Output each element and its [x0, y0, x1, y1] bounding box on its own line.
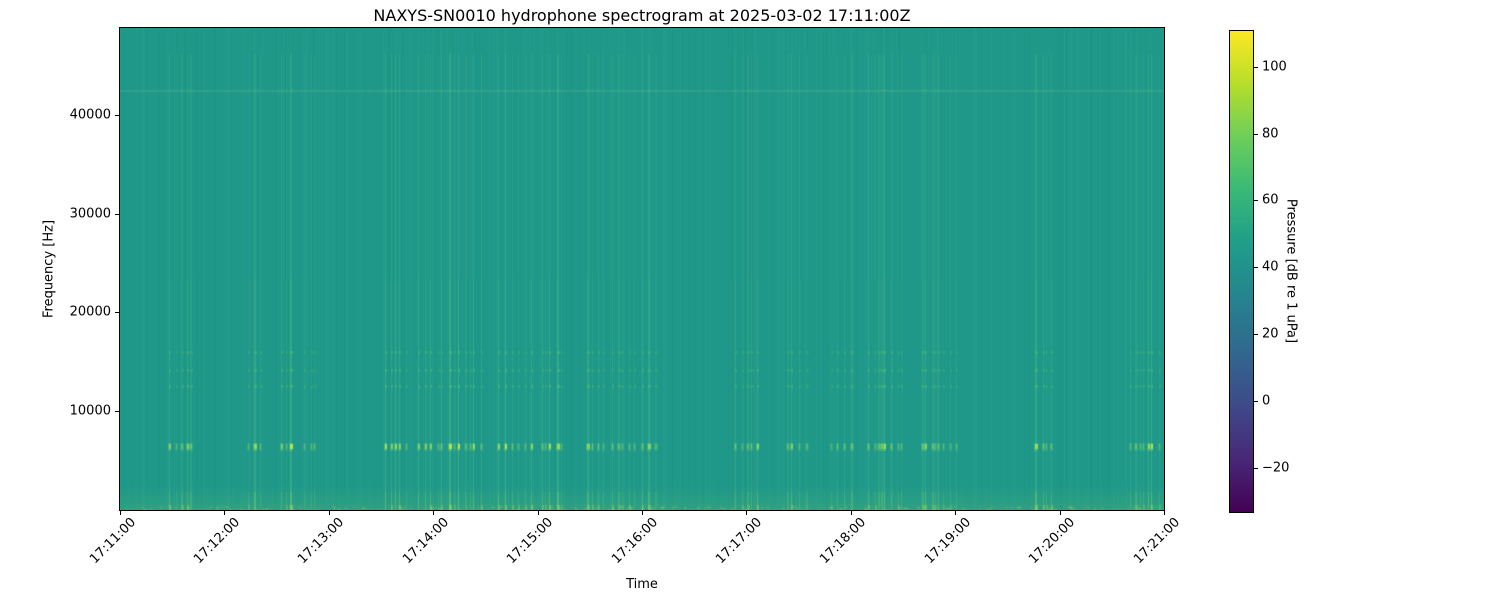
colorbar-tick-mark [1254, 334, 1258, 335]
x-tick-mark [432, 511, 434, 515]
x-tick-label: 17:14:00 [399, 515, 452, 567]
colorbar-label: Pressure [dB re 1 uPa] [1283, 198, 1299, 344]
y-axis-label: Frequency [Hz] [41, 219, 57, 319]
x-tick-mark [954, 511, 956, 515]
x-tick-mark [328, 511, 330, 515]
colorbar-tick-mark [1254, 200, 1258, 201]
colorbar-tick-mark [1254, 67, 1258, 68]
y-tick-label: 20000 [69, 304, 111, 320]
x-tick-mark [1163, 511, 1165, 515]
x-tick-mark [641, 511, 643, 515]
colorbar-tick-mark [1254, 401, 1258, 402]
colorbar-tick-label: 40 [1262, 259, 1279, 275]
x-tick-label: 17:19:00 [921, 515, 974, 567]
x-axis-label: Time [626, 577, 658, 592]
x-tick-mark [850, 511, 852, 515]
colorbar-tick-label: −20 [1262, 460, 1290, 476]
y-tick-mark [115, 312, 119, 313]
colorbar-tick-mark [1254, 267, 1258, 268]
colorbar-tick-label: 80 [1262, 126, 1279, 142]
x-tick-mark [223, 511, 225, 515]
colorbar-gradient [1229, 30, 1254, 513]
y-tick-label: 30000 [69, 206, 111, 222]
colorbar-tick-label: 0 [1262, 393, 1271, 409]
colorbar-tick-mark [1254, 468, 1258, 469]
x-tick-label: 17:11:00 [86, 515, 139, 567]
x-tick-label: 17:13:00 [295, 515, 348, 567]
y-tick-label: 40000 [69, 107, 111, 123]
x-tick-mark [745, 511, 747, 515]
x-tick-label: 17:17:00 [713, 515, 766, 567]
x-tick-label: 17:20:00 [1026, 515, 1079, 567]
x-tick-mark [119, 511, 121, 515]
x-tick-mark [1059, 511, 1061, 515]
colorbar-tick-mark [1254, 134, 1258, 135]
x-tick-label: 17:15:00 [504, 515, 557, 567]
colorbar-tick-label: 20 [1262, 326, 1279, 342]
colorbar-tick-label: 60 [1262, 192, 1279, 208]
colorbar-tick-label: 100 [1262, 59, 1287, 75]
y-tick-label: 10000 [69, 403, 111, 419]
x-tick-label: 17:12:00 [191, 515, 244, 567]
x-tick-mark [537, 511, 539, 515]
y-tick-mark [115, 115, 119, 116]
y-tick-mark [115, 411, 119, 412]
spectrogram-heatmap [120, 28, 1164, 510]
spectrogram-plot-area [119, 27, 1165, 511]
x-tick-label: 17:18:00 [817, 515, 870, 567]
chart-title: NAXYS-SN0010 hydrophone spectrogram at 2… [373, 6, 911, 25]
y-tick-mark [115, 214, 119, 215]
x-tick-label: 17:16:00 [608, 515, 661, 567]
x-tick-label: 17:21:00 [1130, 515, 1183, 567]
